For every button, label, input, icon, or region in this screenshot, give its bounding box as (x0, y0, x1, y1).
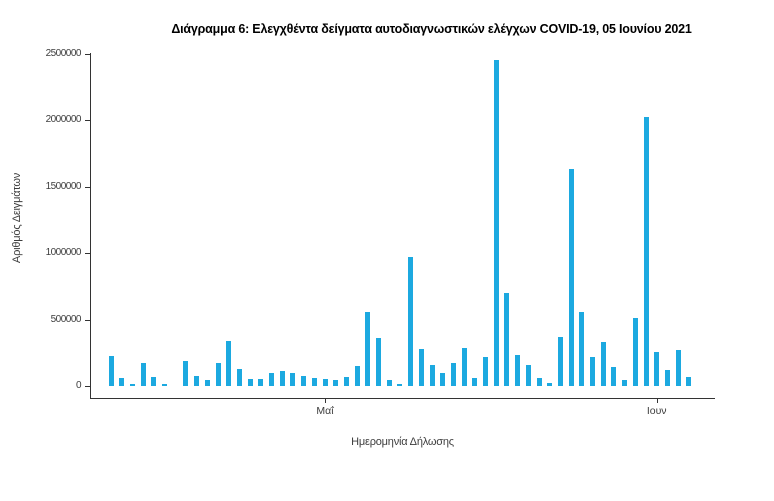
y-tick-mark (85, 186, 90, 188)
bar (226, 340, 232, 386)
bar (429, 364, 435, 386)
bar (301, 376, 307, 386)
chart-title: Διάγραμμα 6: Ελεγχθέντα δείγματα αυτοδια… (171, 22, 692, 36)
bar (547, 382, 553, 386)
bar (450, 363, 456, 386)
bar (686, 376, 692, 386)
y-tick-label: 2500000 (45, 47, 82, 59)
bar (493, 60, 499, 386)
x-tick-mark (656, 399, 658, 403)
bar (151, 376, 157, 386)
bar (504, 293, 510, 386)
bar (397, 384, 403, 386)
y-tick-label: 1500000 (45, 180, 82, 192)
y-tick-mark (85, 253, 90, 254)
bar (440, 373, 446, 386)
bar (129, 383, 135, 386)
bar (140, 363, 146, 386)
bar (162, 384, 167, 386)
bar (333, 380, 339, 386)
x-tick-mark (325, 399, 326, 403)
y-tick-label: 500000 (50, 313, 82, 325)
bar (408, 257, 414, 386)
bar (632, 318, 638, 386)
bar (247, 379, 253, 387)
x-tick-label: Ιουν (646, 405, 667, 417)
bar (483, 356, 488, 386)
bar (376, 338, 381, 386)
y-tick-label: 2000000 (45, 114, 82, 125)
bar (664, 370, 670, 386)
bar (311, 378, 317, 386)
bar (204, 380, 210, 386)
bar (183, 360, 189, 386)
bar (418, 348, 424, 386)
bar (568, 169, 574, 386)
y-axis-line (90, 53, 91, 398)
bar (343, 376, 349, 386)
bar (643, 116, 649, 386)
y-tick-mark (85, 386, 90, 387)
bar (365, 311, 371, 386)
bar (472, 378, 478, 386)
bar (525, 365, 531, 386)
bar (322, 379, 328, 387)
bar (600, 341, 606, 386)
bar (611, 366, 617, 386)
x-axis-line (90, 398, 715, 399)
bar (675, 350, 681, 386)
bar (119, 378, 125, 386)
bar (236, 369, 242, 386)
bar (622, 380, 628, 386)
y-tick-mark (85, 319, 90, 321)
bar (290, 372, 296, 386)
y-tick-label: 1000000 (45, 247, 82, 258)
x-axis-title: Ημερομηνία Δήλωσης (351, 436, 454, 448)
bar (654, 351, 660, 386)
bar (215, 363, 221, 386)
x-tick-label: Μαΐ (316, 405, 334, 417)
bar (108, 356, 114, 386)
y-tick-mark (85, 53, 90, 55)
bar (386, 380, 392, 386)
bar (258, 378, 264, 386)
bar (354, 366, 360, 387)
bar (461, 348, 467, 386)
y-tick-label: 0 (75, 380, 82, 391)
bar (269, 373, 274, 386)
bar (557, 336, 563, 386)
bar (515, 355, 521, 386)
bar (536, 378, 542, 386)
bar (194, 376, 200, 386)
y-tick-mark (85, 120, 90, 121)
bar (590, 356, 595, 386)
bar (579, 311, 585, 386)
bar (279, 370, 285, 386)
